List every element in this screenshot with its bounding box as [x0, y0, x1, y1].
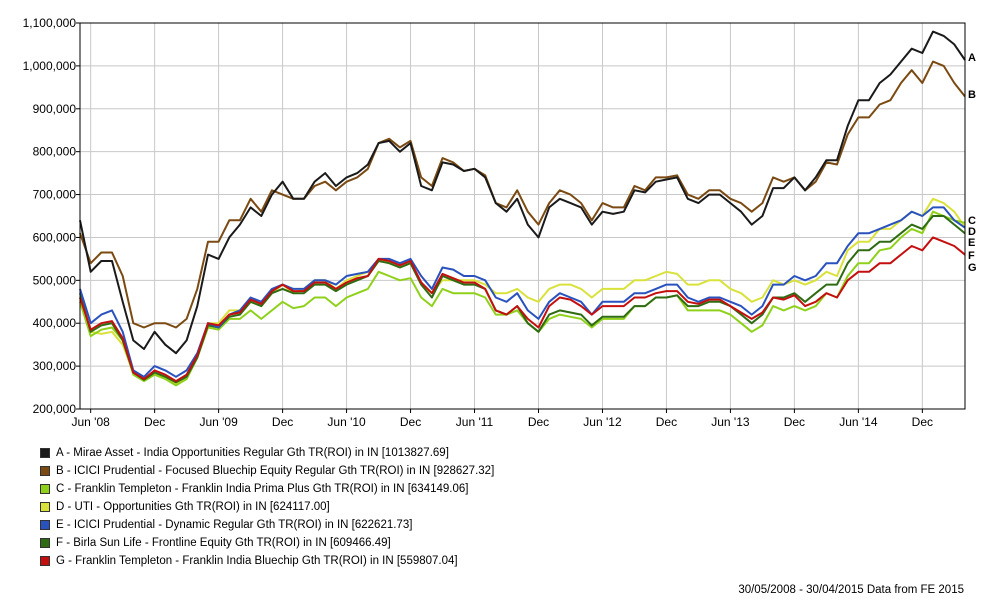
series-line-b	[79, 60, 966, 329]
legend-item-f: F - Birla Sun Life - Frontline Equity Gt…	[40, 534, 494, 552]
y-tick-label: 600,000	[33, 230, 77, 244]
x-tick-label: Jun '13	[711, 415, 750, 429]
y-tick-label: 900,000	[33, 102, 77, 116]
x-tick-label: Dec	[400, 415, 421, 429]
series-line-f	[79, 215, 966, 384]
x-tick-label: Jun '11	[456, 415, 494, 429]
x-tick-label: Dec	[528, 415, 549, 429]
legend-swatch	[40, 538, 50, 548]
y-tick-label: 300,000	[33, 359, 77, 373]
x-tick-label: Jun '14	[839, 415, 878, 429]
chart-series	[79, 30, 966, 387]
series-line-g	[79, 236, 966, 383]
date-range-footer: 30/05/2008 - 30/04/2015 Data from FE 201…	[738, 584, 964, 596]
legend-item-d: D - UTI - Opportunities Gth TR(ROI) in I…	[40, 498, 494, 516]
y-tick-label: 700,000	[33, 188, 77, 202]
legend-label: E - ICICI Prudential - Dynamic Regular G…	[56, 519, 413, 531]
series-end-label-a: A	[968, 52, 976, 64]
legend-swatch	[40, 556, 50, 566]
series-end-label-b: B	[968, 89, 976, 101]
y-tick-label: 400,000	[33, 316, 77, 330]
plot-frame	[79, 22, 966, 410]
series-end-label-f: F	[968, 250, 975, 262]
y-tick-label: 1,000,000	[23, 59, 77, 73]
legend-item-c: C - Franklin Templeton - Franklin India …	[40, 480, 494, 498]
series-line-c	[79, 210, 966, 387]
x-tick-label: Dec	[912, 415, 933, 429]
legend-label: B - ICICI Prudential - Focused Bluechip …	[56, 465, 495, 477]
series-end-label-d: D	[968, 226, 976, 238]
x-tick-label: Dec	[784, 415, 805, 429]
x-tick-label: Dec	[144, 415, 165, 429]
x-tick-label: Jun '09	[199, 415, 238, 429]
y-tick-label: 200,000	[33, 402, 77, 416]
x-tick-label: Dec	[272, 415, 293, 429]
legend-label: A - Mirae Asset - India Opportunities Re…	[56, 447, 449, 459]
y-tick-label: 500,000	[33, 273, 77, 287]
x-tick-label: Jun '12	[583, 415, 622, 429]
legend-label: C - Franklin Templeton - Franklin India …	[56, 483, 469, 495]
series-end-label-e: E	[968, 237, 975, 249]
legend-swatch	[40, 484, 50, 494]
x-axis: Jun '08 Dec Jun '09 Dec Jun '10 Dec Jun '11 Dec…	[71, 409, 933, 429]
line-chart: 200,000 300,000 400,000 500,000 600,000 700,0…	[23, 16, 977, 429]
x-tick-label: Jun '08	[71, 415, 110, 429]
series-line-a	[79, 30, 966, 355]
legend-swatch	[40, 448, 50, 458]
legend-swatch	[40, 466, 50, 476]
x-tick-label: Jun '10	[327, 415, 366, 429]
series-line-d	[79, 197, 966, 385]
legend-item-a: A - Mirae Asset - India Opportunities Re…	[40, 444, 494, 462]
legend-item-g: G - Franklin Templeton - Franklin India …	[40, 552, 494, 570]
series-end-label-g: G	[968, 262, 977, 274]
legend-swatch	[40, 520, 50, 530]
y-tick-label: 1,100,000	[23, 16, 77, 30]
legend-label: G - Franklin Templeton - Franklin India …	[56, 555, 458, 567]
legend-label: D - UTI - Opportunities Gth TR(ROI) in I…	[56, 501, 330, 513]
chart-grid	[80, 22, 965, 410]
legend-swatch	[40, 502, 50, 512]
legend-item-b: B - ICICI Prudential - Focused Bluechip …	[40, 462, 494, 480]
y-tick-label: 800,000	[33, 145, 77, 159]
legend-item-e: E - ICICI Prudential - Dynamic Regular G…	[40, 516, 494, 534]
chart-legend: A - Mirae Asset - India Opportunities Re…	[40, 444, 494, 570]
series-end-label-c: C	[968, 215, 976, 227]
x-tick-label: Dec	[656, 415, 677, 429]
legend-label: F - Birla Sun Life - Frontline Equity Gt…	[56, 537, 391, 549]
y-axis: 200,000 300,000 400,000 500,000 600,000 700,0…	[23, 16, 80, 416]
